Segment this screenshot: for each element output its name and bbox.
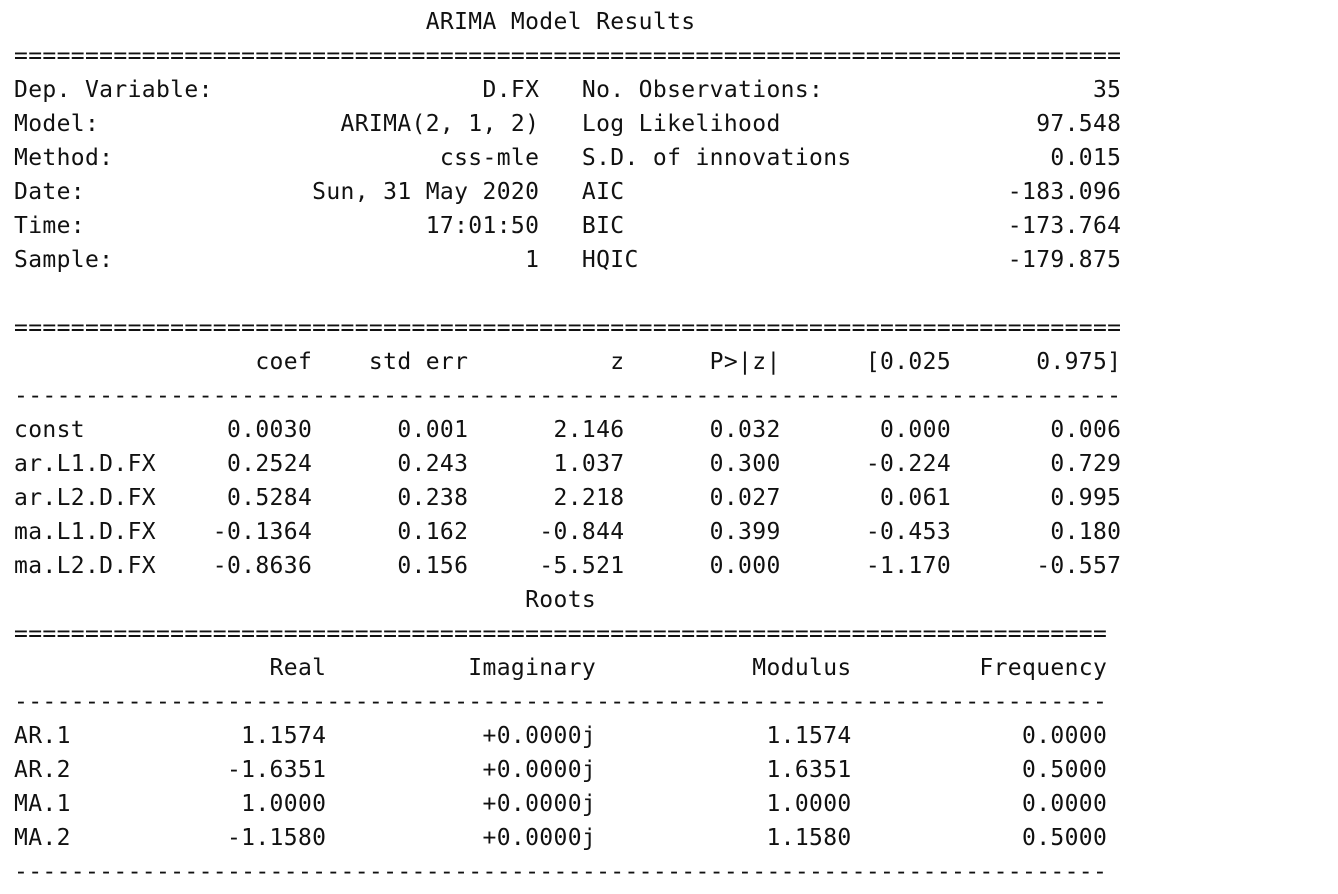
report-line: ar.L2.D.FX 0.5284 0.238 2.218 0.027 0.06…	[14, 485, 1122, 511]
report-line: Date: Sun, 31 May 2020 AIC -183.096	[14, 179, 1122, 205]
report-line: Real Imaginary Modulus Frequency	[14, 655, 1108, 681]
report-line: coef std err z P>|z| [0.025 0.975]	[14, 349, 1122, 375]
report-line: ----------------------------------------…	[14, 689, 1108, 715]
report-line: ========================================…	[14, 621, 1108, 647]
report-line: Roots	[14, 587, 1108, 613]
arima-results-report: ARIMA Model Results ====================…	[14, 5, 1121, 889]
report-line: AR.1 1.1574 +0.0000j 1.1574 0.0000	[14, 723, 1108, 749]
report-line: Sample: 1 HQIC -179.875	[14, 247, 1122, 273]
report-line: ma.L1.D.FX -0.1364 0.162 -0.844 0.399 -0…	[14, 519, 1122, 545]
report-line	[14, 277, 1121, 311]
report-line: ARIMA Model Results	[14, 9, 1122, 35]
report-line: MA.2 -1.1580 +0.0000j 1.1580 0.5000	[14, 825, 1108, 851]
report-line: AR.2 -1.6351 +0.0000j 1.6351 0.5000	[14, 757, 1108, 783]
report-line: Model: ARIMA(2, 1, 2) Log Likelihood 97.…	[14, 111, 1122, 137]
report-line: MA.1 1.0000 +0.0000j 1.0000 0.0000	[14, 791, 1108, 817]
report-line: ========================================…	[14, 43, 1122, 69]
report-line: ----------------------------------------…	[14, 859, 1108, 885]
report-line: const 0.0030 0.001 2.146 0.032 0.000 0.0…	[14, 417, 1122, 443]
report-line: ma.L2.D.FX -0.8636 0.156 -5.521 0.000 -1…	[14, 553, 1122, 579]
report-line: ar.L1.D.FX 0.2524 0.243 1.037 0.300 -0.2…	[14, 451, 1122, 477]
report-line: Dep. Variable: D.FX No. Observations: 35	[14, 77, 1122, 103]
report-line: ----------------------------------------…	[14, 383, 1122, 409]
report-line: Method: css-mle S.D. of innovations 0.01…	[14, 145, 1122, 171]
report-line: ========================================…	[14, 315, 1122, 341]
report-line: Time: 17:01:50 BIC -173.764	[14, 213, 1122, 239]
